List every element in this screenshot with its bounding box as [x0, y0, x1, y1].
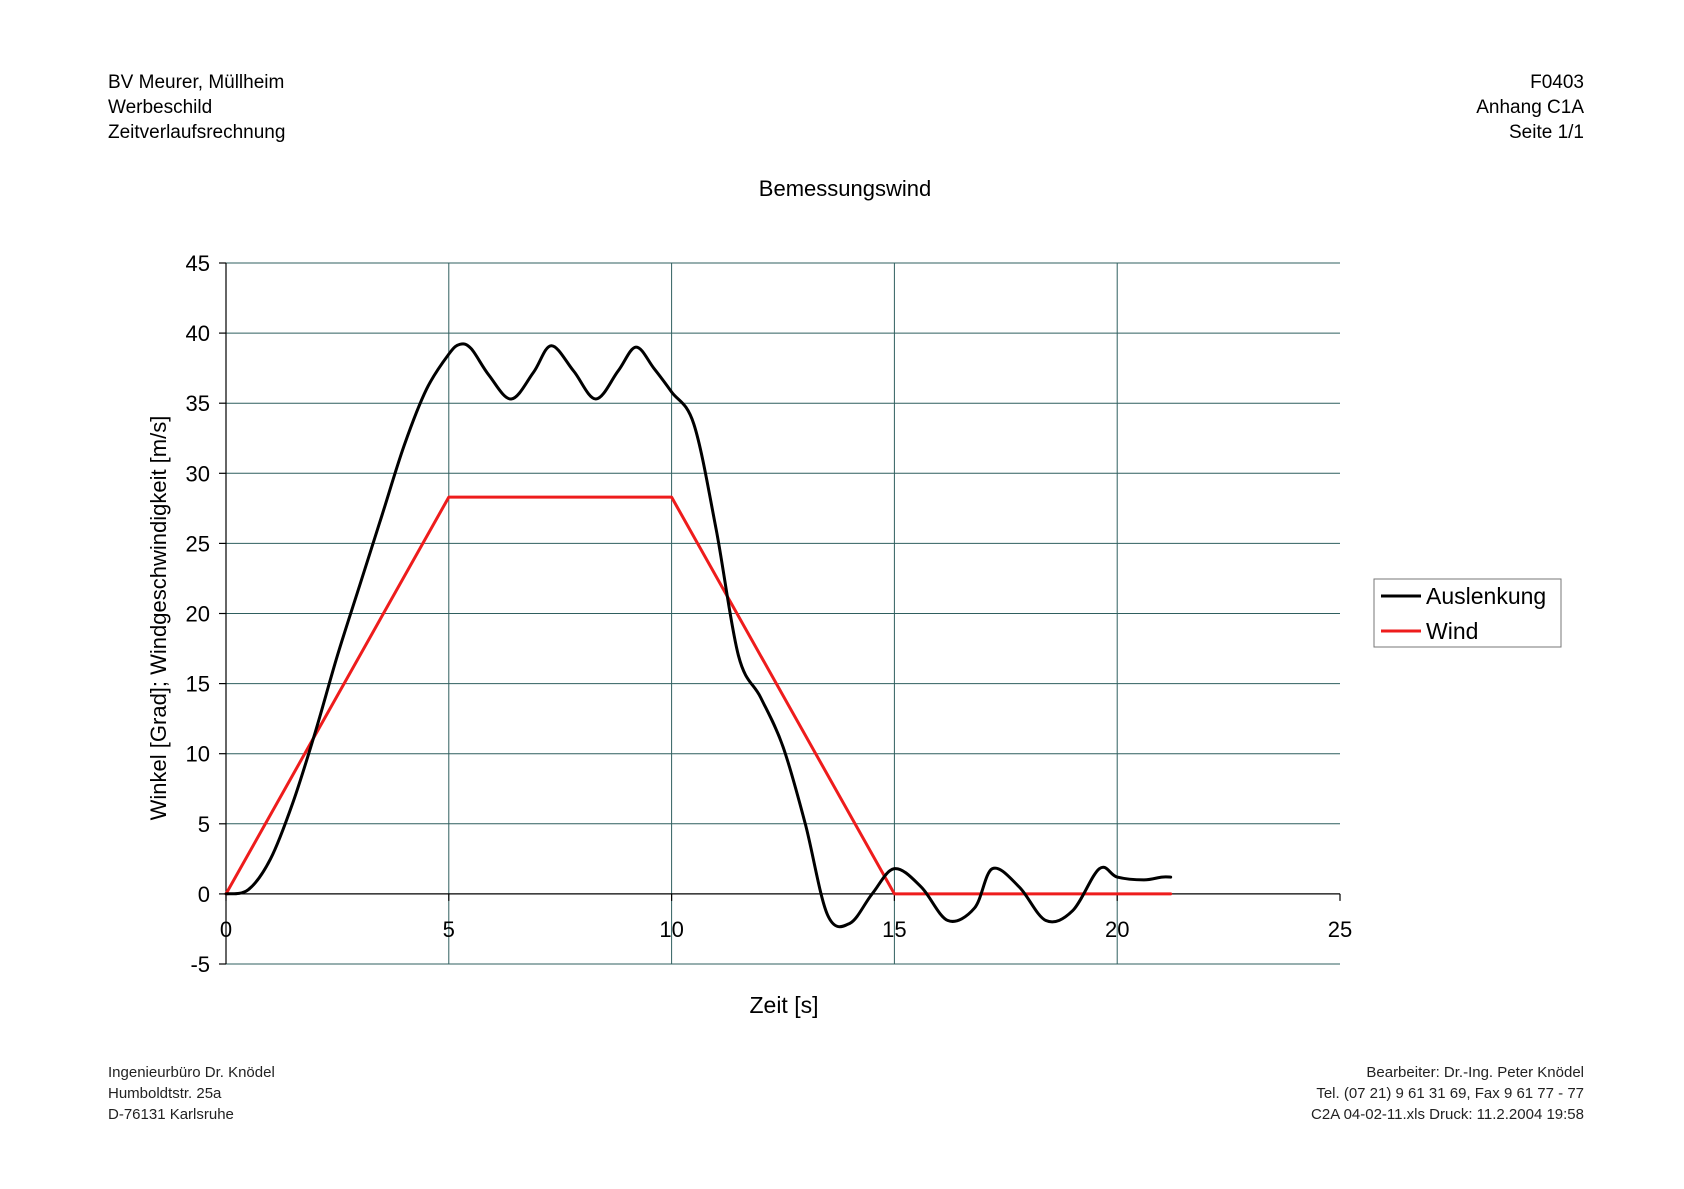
y-tick-label-25: 25 — [186, 531, 210, 556]
y-tick-label-20: 20 — [186, 602, 210, 627]
legend: Auslenkung Wind — [1373, 578, 1562, 648]
x-tick-label-0: 0 — [220, 917, 232, 942]
header-left-line-2: Werbeschild — [108, 97, 213, 118]
x-tick-label-25: 25 — [1328, 917, 1352, 942]
series-line-wind — [224, 495, 1173, 896]
chart-axes: -5 0 5 10 15 20 25 30 35 40 45 0 5 10 15 20 25 — [186, 251, 1353, 977]
y-tick-label-15: 15 — [186, 672, 210, 697]
y-tick-label-5: 5 — [198, 812, 210, 837]
y-axis-label: Winkel [Grad]; Windgeschwindigkeit [m/s] — [146, 416, 171, 821]
x-axis-label: Zeit [s] — [749, 992, 818, 1018]
header-left-line-3: Zeitverlaufsrechnung — [108, 122, 286, 143]
footer-left-line-1: Ingenieurbüro Dr. Knödel — [108, 1064, 275, 1081]
chart-grid — [226, 262, 1340, 965]
series-line-auslenkung — [224, 342, 1173, 929]
legend-box — [1373, 578, 1562, 648]
header-left-line-1: BV Meurer, Müllheim — [108, 72, 285, 93]
footer-right-line-3: C2A 04-02-11.xls Druck: 11.2.2004 19:58 — [1311, 1106, 1584, 1123]
footer-left: Ingenieurbüro Dr. Knödel Humboldtstr. 25… — [108, 1062, 275, 1125]
legend-label-auslenkung: Auslenkung — [1426, 583, 1546, 609]
chart-title: Bemessungswind — [759, 176, 931, 201]
y-tick-label-30: 30 — [186, 461, 210, 486]
footer-right: Bearbeiter: Dr.-Ing. Peter Knödel Tel. (… — [1311, 1062, 1584, 1125]
footer-left-line-3: D-76131 Karlsruhe — [108, 1106, 234, 1123]
y-tick-label--5: -5 — [190, 952, 210, 977]
y-tick-label-35: 35 — [186, 391, 210, 416]
header-right-line-2: Anhang C1A — [1476, 97, 1584, 118]
x-tick-label-20: 20 — [1105, 917, 1129, 942]
legend-label-wind: Wind — [1426, 618, 1478, 644]
y-tick-label-10: 10 — [186, 742, 210, 767]
header-right: F0403 Anhang C1A Seite 1/1 — [1476, 70, 1584, 145]
y-tick-label-0: 0 — [198, 882, 210, 907]
x-tick-label-10: 10 — [659, 917, 683, 942]
footer-right-line-2: Tel. (07 21) 9 61 31 69, Fax 9 61 77 - 7… — [1316, 1085, 1584, 1102]
header-left: BV Meurer, Müllheim Werbeschild Zeitverl… — [108, 70, 285, 145]
y-tick-label-40: 40 — [186, 321, 210, 346]
header-right-line-1: F0403 — [1530, 72, 1584, 93]
chart-series — [224, 342, 1173, 929]
x-tick-label-15: 15 — [882, 917, 906, 942]
footer-left-line-2: Humboldtstr. 25a — [108, 1085, 222, 1102]
y-tick-label-45: 45 — [186, 251, 210, 276]
header-right-line-3: Seite 1/1 — [1509, 122, 1584, 143]
x-tick-label-5: 5 — [443, 917, 455, 942]
footer-right-line-1: Bearbeiter: Dr.-Ing. Peter Knödel — [1366, 1064, 1584, 1081]
